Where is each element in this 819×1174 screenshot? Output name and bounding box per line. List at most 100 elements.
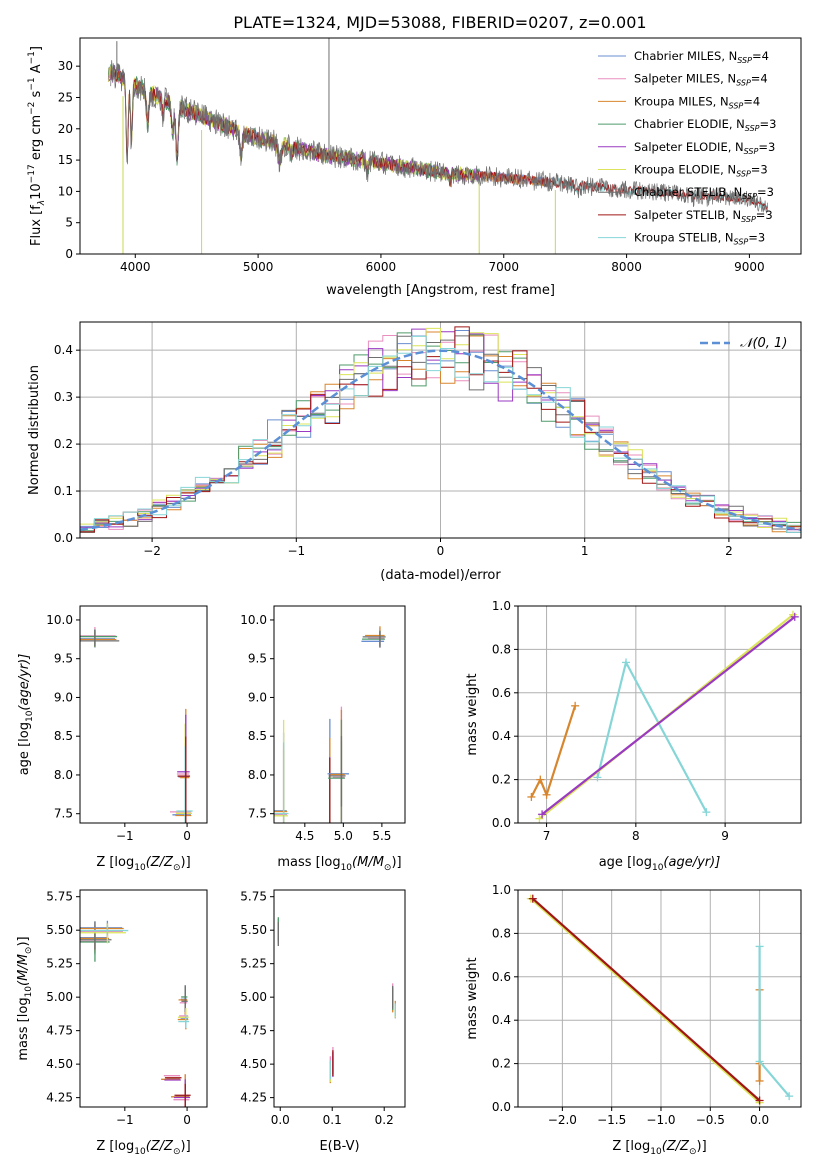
weight-line	[758, 946, 791, 1097]
y-tick-label: 10.0	[240, 613, 267, 627]
x-tick-label: 9000	[734, 260, 765, 274]
axes-frame	[273, 889, 406, 1108]
x-tick-label: −2.0	[548, 1113, 577, 1127]
y-tick-label: 5.75	[240, 890, 267, 904]
y-axis-label: Normed distribution	[27, 365, 42, 495]
y-tick-label: 5.50	[240, 923, 267, 937]
y-tick-label: 4.25	[46, 1091, 73, 1105]
y-tick-label: 8.5	[248, 729, 267, 743]
y-tick-label: 0.3	[54, 390, 73, 404]
x-tick-label: −1	[287, 544, 305, 558]
y-tick-label: 0.8	[492, 642, 511, 656]
histogram-step	[80, 335, 801, 533]
histogram-step	[80, 327, 801, 528]
weight-line	[530, 705, 577, 798]
x-tick-label: 0	[183, 829, 191, 843]
y-axis-label: age [log10(age/yr)]	[17, 654, 35, 776]
y-axis-label: mass weight	[465, 957, 480, 1039]
y-tick-label: 5.00	[240, 990, 267, 1004]
legend-label: Salpeter STELIB, NSSP=3	[634, 208, 773, 224]
y-tick-label: 20	[58, 122, 73, 136]
y-tick-label: 9.5	[248, 652, 267, 666]
x-tick-label: 7	[543, 829, 551, 843]
y-tick-label: 4.50	[240, 1057, 267, 1071]
y-tick-label: 25	[58, 90, 73, 104]
x-tick-label: 4.5	[295, 829, 314, 843]
y-tick-label: 0.0	[492, 1100, 511, 1114]
x-tick-label: 0.2	[375, 1113, 394, 1127]
figure-title: PLATE=1324, MJD=53088, FIBERID=0207, z=0…	[233, 13, 646, 32]
x-axis-label: Z [log10(Z/Z⊙)]	[96, 1139, 190, 1157]
y-tick-label: 4.50	[46, 1057, 73, 1071]
y-tick-label: 0.1	[54, 484, 73, 498]
y-tick-label: 9.0	[54, 690, 73, 704]
axes-mass-vs-Z: −1 0 4.25 4.50 4.75 5.00 5.25 5.50 5.75 mass [log…	[16, 889, 208, 1157]
y-tick-label: 0.4	[492, 729, 511, 743]
axes-frame	[79, 605, 208, 824]
x-tick-label: 4000	[120, 260, 151, 274]
legend-label: Salpeter ELODIE, NSSP=3	[634, 140, 775, 156]
axes-frame	[79, 37, 802, 255]
y-tick-label: 0.8	[492, 926, 511, 940]
legend-label: Kroupa STELIB, NSSP=3	[634, 231, 765, 247]
legend-label: Chabrier ELODIE, NSSP=3	[634, 117, 776, 133]
plot-area	[80, 920, 191, 1107]
y-tick-label: 5.00	[46, 990, 73, 1004]
axes-age-vs-mass: 4.5 5.0 5.5 7.5 8.0 8.5 9.0 9.5 10.0 mass [log10(…	[240, 605, 406, 873]
weight-line	[532, 897, 761, 1102]
plot-area	[277, 917, 396, 1084]
spectrum-line	[107, 64, 480, 183]
y-tick-label: 0.6	[492, 686, 511, 700]
x-tick-label: −1	[116, 829, 134, 843]
y-tick-label: 0	[65, 247, 73, 261]
weight-line	[596, 659, 708, 813]
y-axis-label: mass [log10(M/M⊙)]	[16, 936, 34, 1060]
y-tick-label: 4.25	[240, 1091, 267, 1105]
y-tick-label: 0.0	[492, 816, 511, 830]
x-tick-label: 2	[725, 544, 733, 558]
legend-label: Chabrier MILES, NSSP=4	[634, 49, 769, 65]
histogram-step	[80, 335, 801, 533]
y-tick-label: 8.5	[54, 729, 73, 743]
y-tick-label: 0.6	[492, 970, 511, 984]
axes-age-vs-Z: −1 0 7.5 8.0 8.5 9.0 9.5 10.0 age [log10(age/yr)…	[17, 605, 208, 873]
y-tick-label: 0.4	[492, 1013, 511, 1027]
x-tick-label: −2	[143, 544, 161, 558]
y-tick-label: 0.2	[492, 773, 511, 787]
x-tick-label: −1.5	[597, 1113, 626, 1127]
plot-area	[274, 626, 386, 823]
legend-label: Chabrier STELIB, NSSP=3	[634, 185, 774, 201]
x-tick-label: 7000	[488, 260, 519, 274]
x-axis-label: age [log10(age/yr)]	[599, 855, 721, 873]
y-tick-label: 7.5	[54, 807, 73, 821]
y-tick-label: 5.25	[240, 957, 267, 971]
spectrum-line	[110, 60, 768, 214]
axes-mass-weight-vs-Z: −2.0 −1.5 −1.0 −0.5 0.0 0.0 0.2 0.4 0.6 0.8 1.0 mas…	[465, 883, 802, 1157]
x-axis-label: Z [log10(Z/Z⊙)]	[96, 855, 190, 873]
x-tick-label: 1	[581, 544, 589, 558]
x-tick-label: 9	[721, 829, 729, 843]
x-tick-label: 0.0	[750, 1113, 769, 1127]
y-tick-label: 1.0	[492, 599, 511, 613]
axes-residual-histogram: −2 −1 0 1 2 0.0 0.1 0.2 0.3 0.4 Normed distributio…	[27, 321, 802, 583]
y-tick-label: 0.2	[54, 437, 73, 451]
y-tick-label: 5.25	[46, 957, 73, 971]
y-axis-label: Flux [fλ10−17 erg cm−2 s−1 A−1]	[27, 46, 47, 246]
plot-area	[80, 627, 193, 823]
plot-area	[526, 894, 794, 1107]
y-tick-label: 10	[58, 184, 73, 198]
x-tick-label: −1.0	[646, 1113, 675, 1127]
x-axis-label: (data-model)/error	[380, 568, 501, 583]
axes-mass-vs-EBV: 0.0 0.1 0.2 4.25 4.50 4.75 5.00 5.25 5.50 5.75 E(B…	[240, 889, 406, 1154]
legend-label: 𝒩(0, 1)	[740, 336, 787, 351]
y-tick-label: 7.5	[248, 807, 267, 821]
gaussian-curve	[80, 349, 801, 532]
x-tick-label: 0.1	[323, 1113, 342, 1127]
y-tick-label: 8.0	[54, 768, 73, 782]
plot-area	[80, 326, 801, 533]
y-tick-label: 0.4	[54, 343, 73, 357]
x-tick-label: 6000	[366, 260, 397, 274]
x-tick-label: 8000	[611, 260, 642, 274]
x-axis-label: mass [log10(M/M⊙)]	[277, 855, 401, 873]
